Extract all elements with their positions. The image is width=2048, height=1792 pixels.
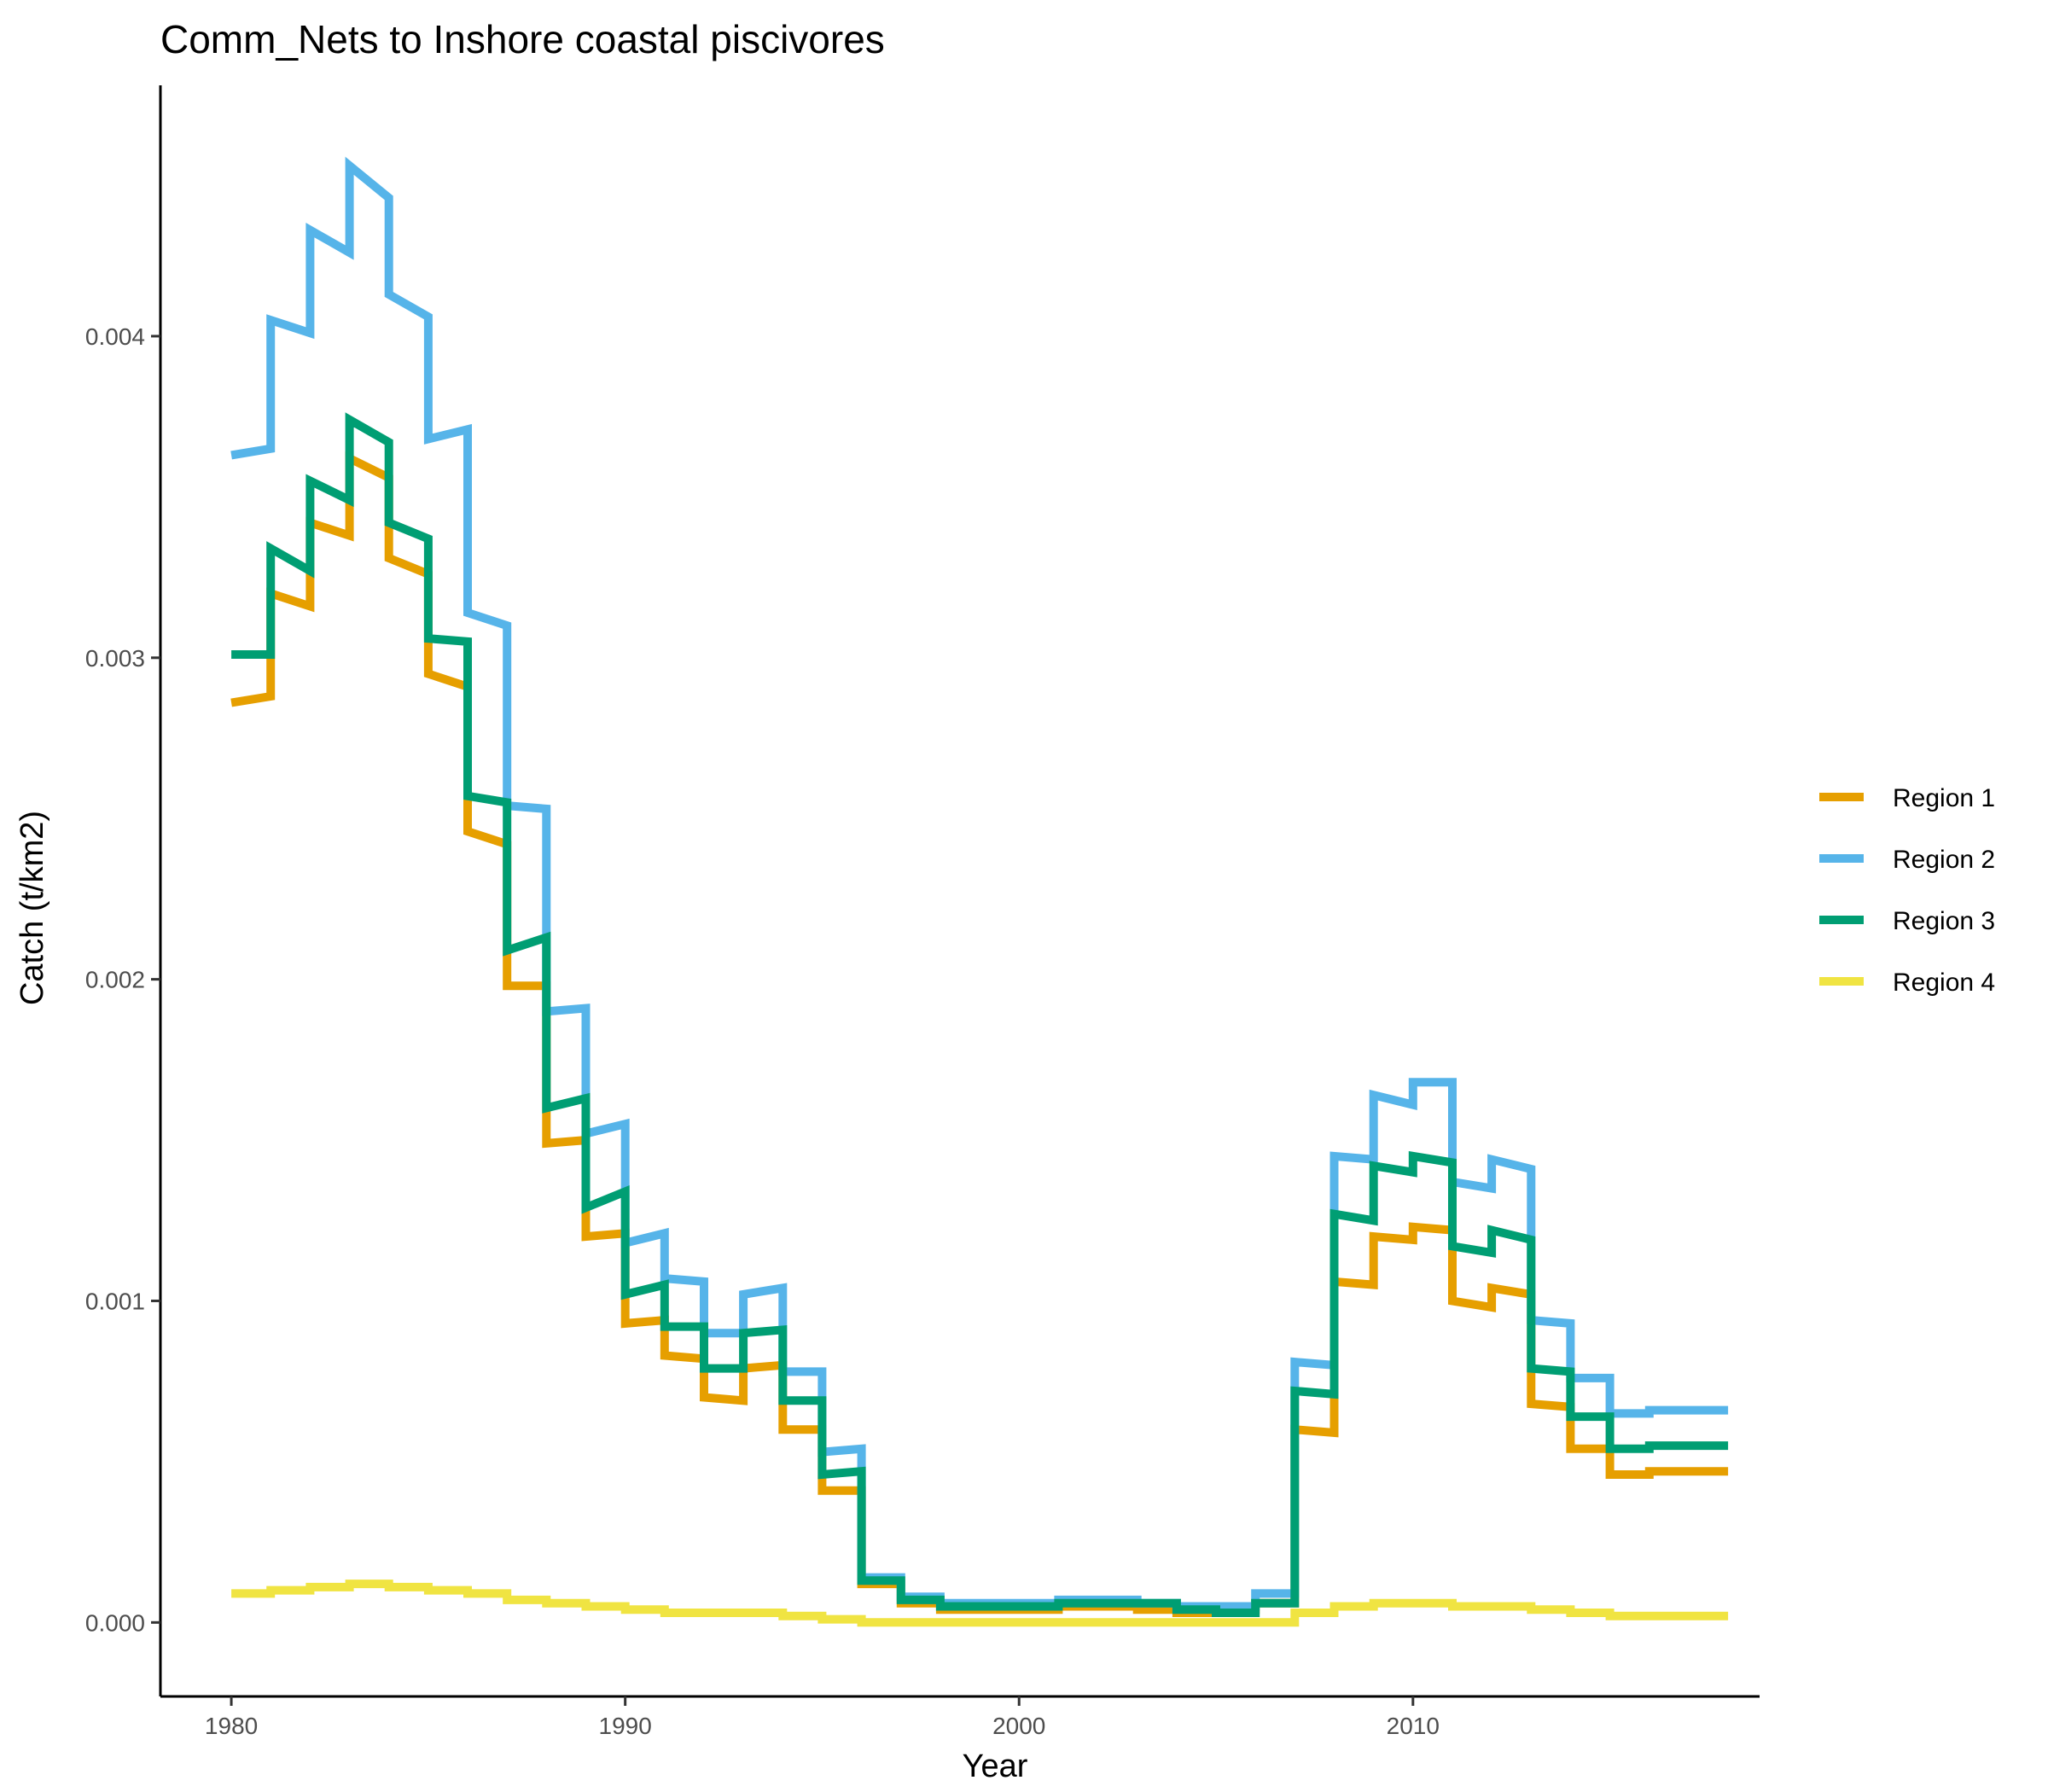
legend-label: Region 3 <box>1893 907 1995 935</box>
y-tick-label: 0.004 <box>85 323 145 350</box>
x-tick-label: 2010 <box>1387 1713 1440 1739</box>
y-tick-label: 0.000 <box>85 1609 145 1636</box>
plot-area <box>230 156 1729 1627</box>
x-axis-title: Year <box>963 1748 1028 1784</box>
x-tick-label: 1990 <box>599 1713 652 1739</box>
y-tick-label: 0.003 <box>85 645 145 672</box>
legend-label: Region 2 <box>1893 846 1995 874</box>
y-axis-title: Catch (t/km2) <box>15 811 50 1005</box>
y-tick-label: 0.001 <box>85 1288 145 1314</box>
legend: Region 1 Region 2 Region 3 Region 4 <box>1819 784 1995 997</box>
chart-title: Comm_Nets to Inshore coastal piscivores <box>160 17 885 61</box>
legend-label: Region 4 <box>1893 969 1995 997</box>
series-line-region-2 <box>230 156 1729 1611</box>
legend-label: Region 1 <box>1893 784 1995 812</box>
axes: 1980 1990 2000 2010 0.000 0.001 0.002 0.003 0.00… <box>85 85 1760 1739</box>
legend-item-region-3: Region 3 <box>1819 907 1995 935</box>
series-line-region-1 <box>230 451 1729 1617</box>
series-line-region-4 <box>231 1580 1729 1627</box>
x-tick-label: 1980 <box>205 1713 258 1739</box>
series-line-region-3 <box>231 412 1729 1617</box>
y-tick-label: 0.002 <box>85 967 145 993</box>
x-tick-label: 2000 <box>992 1713 1045 1739</box>
legend-item-region-2: Region 2 <box>1819 846 1995 874</box>
legend-item-region-1: Region 1 <box>1819 784 1995 812</box>
legend-item-region-4: Region 4 <box>1819 969 1995 997</box>
